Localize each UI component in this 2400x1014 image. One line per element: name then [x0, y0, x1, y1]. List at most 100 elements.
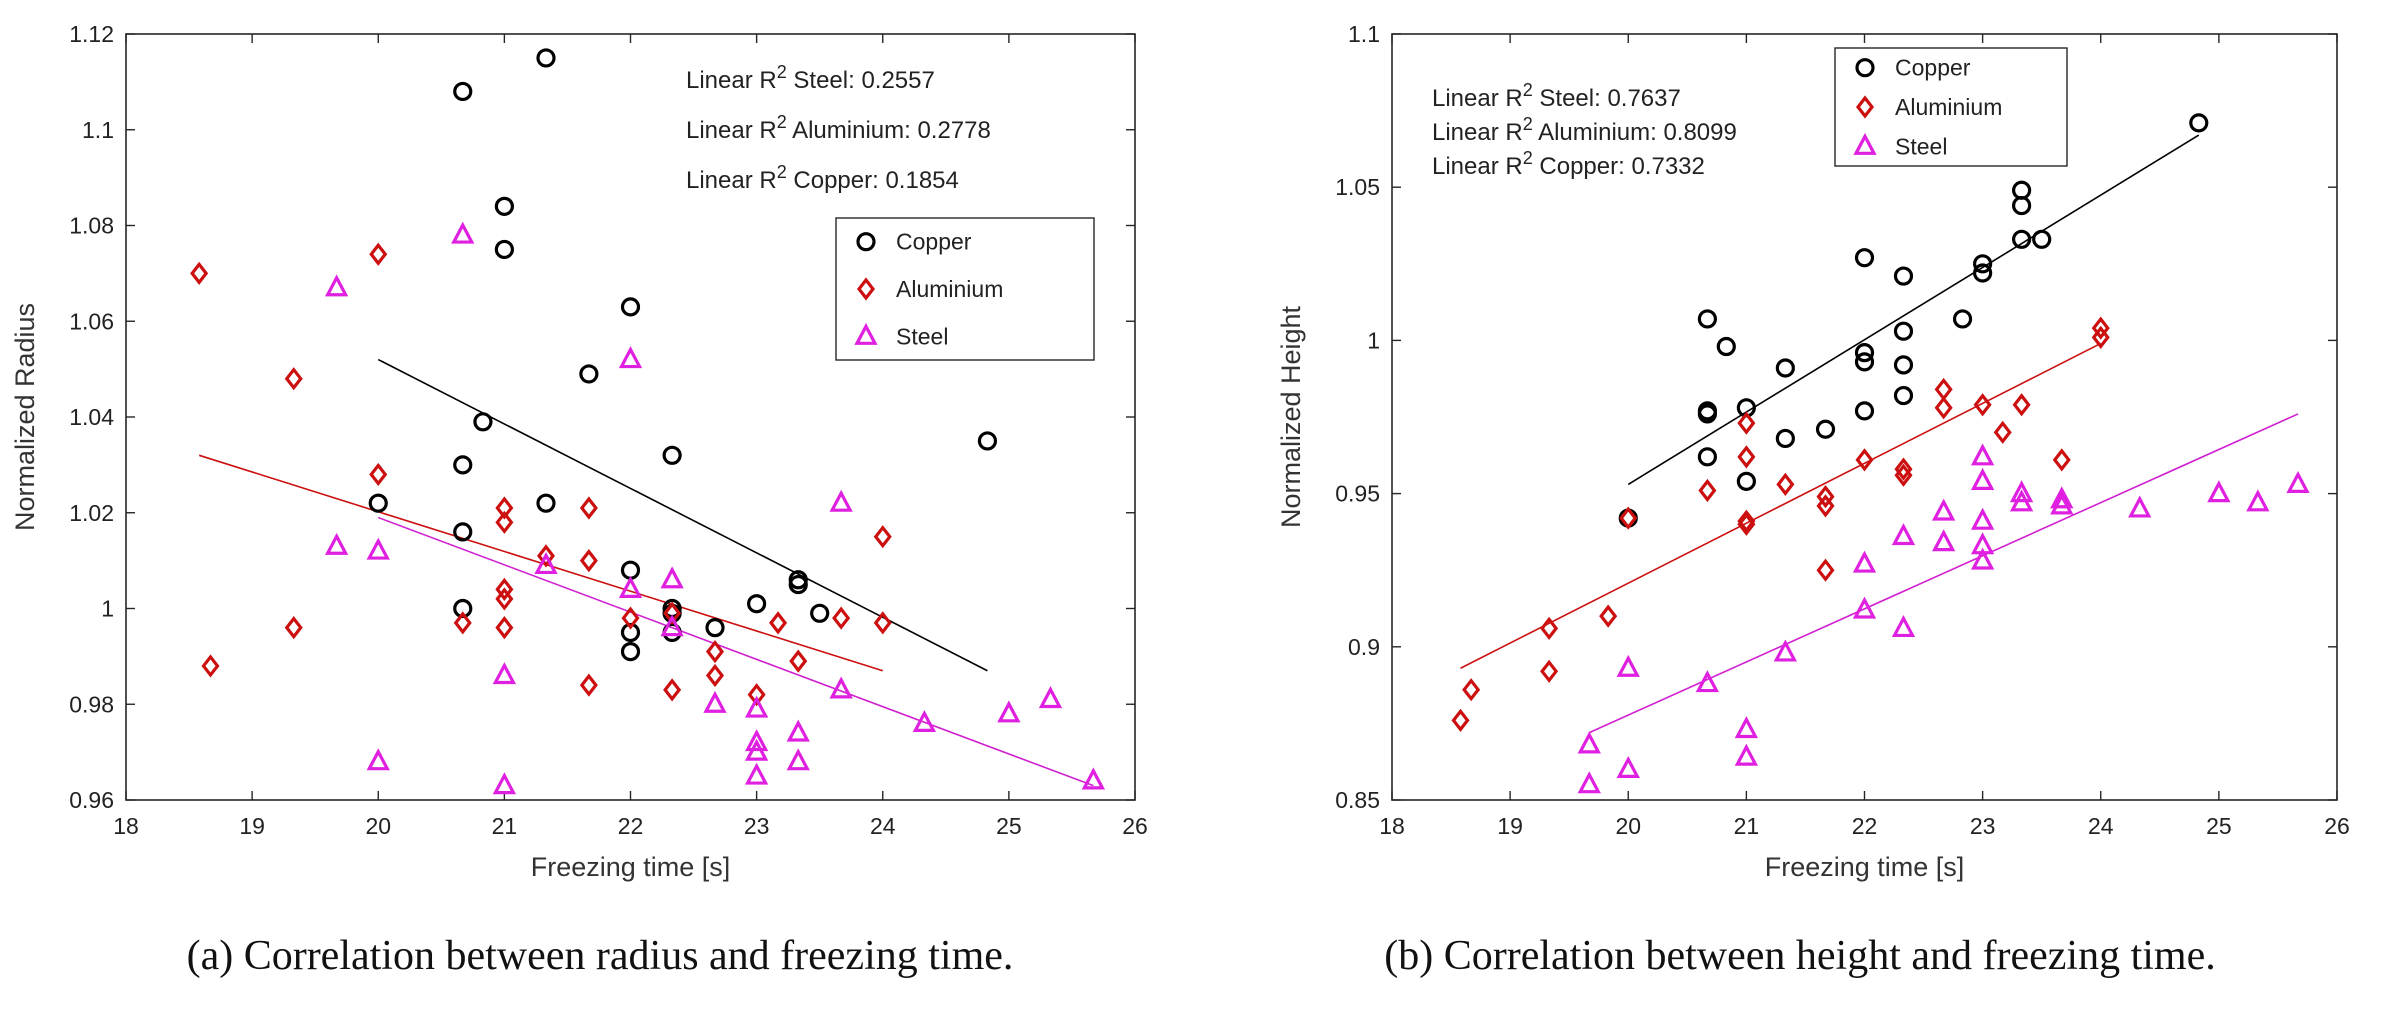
chartb-aluminium-point [1737, 512, 1756, 536]
chartb-copper-point [1775, 358, 1795, 378]
charta-copper-point [494, 239, 514, 260]
charta-aluminium-point [284, 367, 303, 391]
charta-copper-point [453, 598, 473, 619]
charta-steel-point [324, 274, 349, 297]
chartb-aluminium-point [2091, 325, 2110, 349]
chartb-steel-point [1970, 443, 1995, 466]
charta-x-tick-label: 22 [618, 813, 644, 839]
charta-aluminium-point [284, 616, 303, 640]
charta-x-tick-label: 26 [1122, 813, 1148, 839]
chartb-copper-point [1854, 401, 1875, 421]
charta-y-tick-label: 0.96 [69, 787, 114, 813]
chartb-steel-point [1852, 596, 1877, 619]
charta-steel-point [997, 700, 1021, 723]
charta-aluminium-series [190, 242, 892, 707]
charta-steel-point [786, 748, 810, 771]
chartb-copper-point [1815, 419, 1836, 439]
charta-x-tick-label: 21 [492, 813, 518, 839]
charta-aluminium-point [495, 496, 514, 520]
chartb-aluminium-point [2012, 393, 2031, 417]
chartb-x-tick-label: 24 [2088, 813, 2114, 839]
chartb-steel-point [2050, 486, 2074, 509]
chartb-aluminium-point [1599, 604, 1618, 628]
charta-steel-point [912, 709, 937, 733]
charta-steel-point [829, 489, 853, 512]
charta-copper-point [473, 412, 493, 432]
chartb-aluminium-point [1816, 485, 1835, 509]
charta-copper-point [620, 297, 641, 317]
chartb-y-tick-label: 1 [1367, 327, 1380, 353]
charta-legend-steel-marker [854, 322, 878, 345]
chartb-steel-point [1577, 731, 1601, 754]
chartb-aluminium-point [1737, 411, 1756, 435]
chartb-y-tick-label: 0.95 [1335, 481, 1380, 507]
chartb-steel-point [2246, 489, 2270, 512]
chartb-steel-point [2009, 480, 2034, 503]
chartb-copper-point [1893, 385, 1914, 406]
chartb-steel-point [2286, 470, 2310, 494]
chartb-copper-point [2032, 229, 2052, 249]
charta-copper-point [620, 641, 641, 662]
chartb-aluminium-point [1451, 708, 1470, 732]
charta-steel-point [492, 772, 517, 795]
chartb-steel-point [2128, 495, 2152, 518]
chartb-legend-steel-marker [1853, 132, 1877, 155]
charta-steel-point [744, 729, 769, 752]
charta-steel-point [1081, 767, 1106, 790]
charta-copper-point [453, 522, 473, 542]
charta-aluminium-point [873, 611, 892, 635]
chartb-aluminium-point [1737, 445, 1756, 469]
chartb-aluminium-point [1894, 457, 1913, 481]
charta-x-tick-label: 18 [113, 813, 139, 839]
charta-plot-area [125, 33, 1136, 801]
chartb-aluminium-point [1855, 448, 1874, 472]
charta-copper-point [453, 81, 473, 102]
chartb-aluminium-point [1973, 393, 1992, 417]
charta-copper-point [705, 618, 725, 638]
charta-r2-annotation: Linear R2 Steel: 0.2557 [686, 62, 935, 94]
chartb-copper-point [1697, 309, 1717, 329]
charta-aluminium-point [495, 577, 514, 601]
charta-y-tick-label: 1.12 [69, 21, 114, 47]
height-chart: 18 19 20 21 22 23 24 25 26 0.85 0.9 0.95 1 1.05 1.1 Fre… [1276, 21, 2350, 882]
charta-steel-point [534, 551, 558, 575]
charta-legend-aluminium-marker [856, 277, 876, 301]
charta-aluminium-point [579, 549, 598, 573]
charta-steel-point [324, 532, 349, 555]
chartb-copper-point [1716, 336, 1736, 357]
charta-aluminium-point [621, 606, 640, 630]
panel-radius: 18 19 20 21 22 23 24 25 26 0.96 0.98 1 1.02 1.04 1.06 1… [10, 21, 1148, 979]
chartb-x-axis-label: Freezing time [s] [1765, 852, 1965, 882]
charta-steel-point [366, 537, 390, 560]
charta-copper-point [747, 594, 767, 614]
charta-y-tick-label: 1.02 [69, 500, 114, 526]
chartb-copper-point [2189, 113, 2209, 133]
chartb-aluminium-fit-line [1460, 342, 2102, 669]
chartb-copper-point [2012, 195, 2032, 216]
chartb-copper-point [1973, 263, 1993, 283]
charta-aluminium-point [201, 654, 220, 678]
chartb-copper-point [1893, 266, 1914, 286]
charta-legend-steel-label: Steel [896, 323, 948, 349]
chartb-copper-point [1952, 309, 1973, 329]
charta-copper-point [662, 445, 682, 465]
chartb-copper-point [1697, 447, 1717, 467]
chartb-x-tick-label: 23 [1970, 813, 1996, 839]
chartb-aluminium-point [1698, 478, 1717, 503]
charta-legend-copper-marker [856, 232, 876, 252]
chartb-copper-point [1893, 321, 1914, 341]
charta-steel-point [786, 719, 810, 742]
chartb-steel-point [1734, 716, 1759, 739]
charta-copper-point [536, 48, 556, 68]
chartb-x-tick-label: 22 [1852, 813, 1878, 839]
chartb-r2-annotation: Linear R2 Steel: 0.7637 [1432, 80, 1681, 112]
chartb-y-tick-label: 0.85 [1335, 787, 1380, 813]
charta-aluminium-point [495, 616, 514, 640]
charta-copper-point [788, 574, 808, 595]
caption-height: (b) Correlation between height and freez… [1384, 933, 2216, 979]
charta-aluminium-point [789, 649, 808, 673]
chartb-r2-annotation: Linear R2 Aluminium: 0.8099 [1432, 114, 1737, 146]
chartb-x-tick-label: 18 [1379, 813, 1405, 839]
charta-aluminium-point [747, 683, 766, 707]
chartb-y-axis-label: Normalized Height [1276, 305, 1306, 528]
